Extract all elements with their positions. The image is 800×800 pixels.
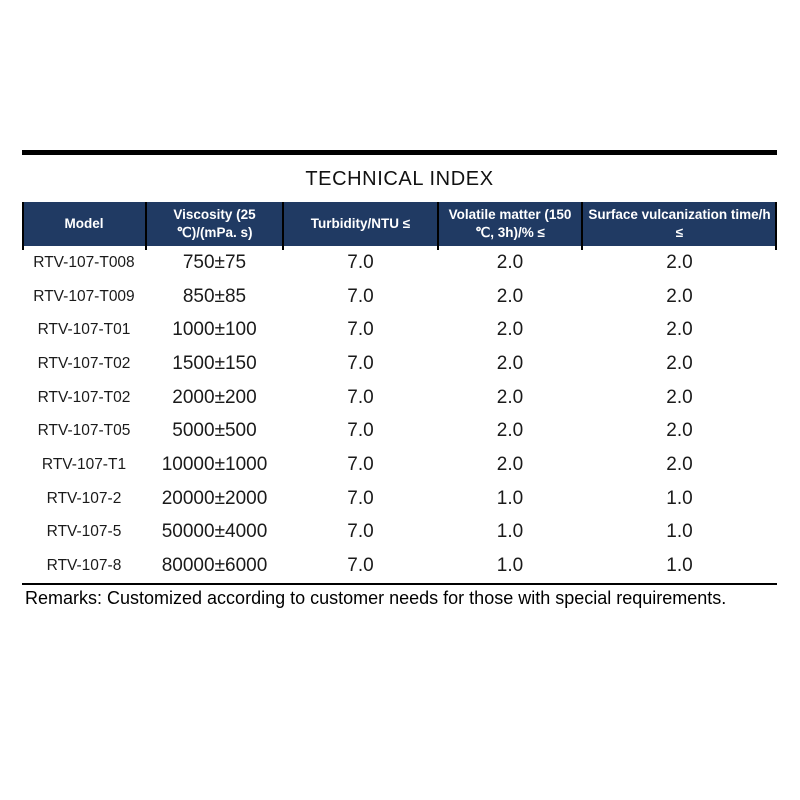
model-cell: RTV-107-T008	[33, 253, 135, 271]
model-cell: RTV-107-T02	[37, 354, 131, 372]
header-volatile-matter: Volatile matter (150 ℃, 3h)/% ≤	[437, 202, 582, 250]
header-turbidity: Turbidity/NTU ≤	[282, 202, 438, 250]
value-cell: 2.0	[666, 352, 693, 374]
table-row: RTV-107-T009 850±85 7.0 2.0 2.0	[22, 280, 777, 314]
model-cell: RTV-107-2	[46, 489, 122, 507]
value-cell: 5000±500	[172, 420, 257, 442]
value-cell: 7.0	[347, 251, 374, 273]
value-cell: 7.0	[347, 386, 374, 408]
value-cell: 2.0	[496, 352, 524, 374]
value-cell: 7.0	[347, 453, 374, 475]
value-cell: 80000±6000	[161, 555, 268, 577]
value-cell: 7.0	[347, 555, 374, 577]
value-cell: 2.0	[666, 420, 693, 442]
value-cell: 1.0	[666, 487, 693, 509]
value-cell: 1.0	[666, 555, 693, 577]
value-cell: 2.0	[666, 386, 693, 408]
remarks-text: Remarks: Customized according to custome…	[25, 588, 727, 608]
value-cell: 7.0	[347, 521, 374, 543]
table-row: RTV-107-T02 1500±150 7.0 2.0 2.0	[22, 347, 777, 381]
value-cell: 7.0	[347, 285, 374, 307]
header-row: Model Viscosity (25 ℃)/(mPa. s) Turbidit…	[22, 202, 777, 250]
table-row: RTV-107-T008 750±75 7.0 2.0 2.0	[22, 246, 777, 280]
table-row: RTV-107-T05 5000±500 7.0 2.0 2.0	[22, 414, 777, 448]
value-cell: 20000±2000	[161, 487, 268, 509]
top-divider-rule	[22, 150, 777, 155]
value-cell: 2.0	[666, 285, 693, 307]
table-body: RTV-107-T008 750±75 7.0 2.0 2.0 RTV-107-T009 8…	[22, 246, 777, 583]
value-cell: 7.0	[347, 487, 374, 509]
model-cell: RTV-107-5	[46, 523, 122, 541]
value-cell: 50000±4000	[161, 521, 268, 543]
value-cell: 2.0	[496, 251, 524, 273]
value-cell: 1500±150	[172, 352, 257, 374]
header-model: Model	[22, 202, 146, 250]
value-cell: 2.0	[496, 420, 524, 442]
page-title: TECHNICAL INDEX	[305, 168, 494, 190]
bottom-divider-rule	[22, 583, 777, 585]
value-cell: 2.0	[666, 453, 693, 475]
table-row: RTV-107-T01 1000±100 7.0 2.0 2.0	[22, 313, 777, 347]
model-cell: RTV-107-T009	[33, 287, 135, 305]
value-cell: 2.0	[666, 251, 693, 273]
value-cell: 2.0	[496, 285, 524, 307]
table-row: RTV-107-T1 10000±1000 7.0 2.0 2.0	[22, 448, 777, 482]
value-cell: 7.0	[347, 420, 374, 442]
value-cell: 1000±100	[172, 319, 257, 341]
value-cell: 10000±1000	[161, 453, 268, 475]
technical-index-table: Model Viscosity (25 ℃)/(mPa. s) Turbidit…	[22, 202, 777, 583]
value-cell: 2.0	[496, 319, 524, 341]
value-cell: 2000±200	[172, 386, 257, 408]
model-cell: RTV-107-T02	[37, 388, 131, 406]
table-row: RTV-107-8 80000±6000 7.0 1.0 1.0	[22, 549, 777, 583]
model-cell: RTV-107-T05	[37, 422, 131, 440]
table-header: Model Viscosity (25 ℃)/(mPa. s) Turbidit…	[22, 202, 777, 250]
value-cell: 750±75	[182, 251, 247, 273]
value-cell: 1.0	[496, 521, 524, 543]
value-cell: 1.0	[666, 521, 693, 543]
model-cell: RTV-107-T1	[41, 455, 127, 473]
table-row: RTV-107-T02 2000±200 7.0 2.0 2.0	[22, 381, 777, 415]
table-row: RTV-107-2 20000±2000 7.0 1.0 1.0	[22, 482, 777, 516]
table-row: RTV-107-5 50000±4000 7.0 1.0 1.0	[22, 516, 777, 550]
value-cell: 7.0	[347, 319, 374, 341]
header-viscosity: Viscosity (25 ℃)/(mPa. s)	[145, 202, 283, 250]
model-cell: RTV-107-8	[46, 557, 122, 575]
value-cell: 2.0	[496, 453, 524, 475]
value-cell: 1.0	[496, 487, 524, 509]
header-surface-vulcanization: Surface vulcanization time/h ≤	[581, 202, 777, 250]
value-cell: 2.0	[496, 386, 524, 408]
value-cell: 850±85	[182, 285, 247, 307]
value-cell: 2.0	[666, 319, 693, 341]
value-cell: 1.0	[496, 555, 524, 577]
value-cell: 7.0	[347, 352, 374, 374]
model-cell: RTV-107-T01	[37, 321, 131, 339]
